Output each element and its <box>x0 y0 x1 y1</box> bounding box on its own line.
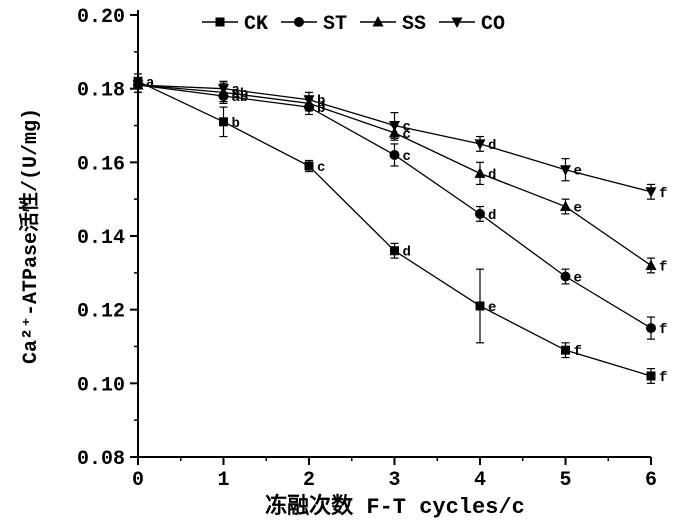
sig-label-CK-x2: c <box>317 160 325 176</box>
sig-label-CO-x1: a <box>232 83 241 99</box>
marker-CO-x2 <box>303 95 315 106</box>
y-tick-label: 0.12 <box>77 301 125 324</box>
marker-ST-x4 <box>475 208 485 219</box>
marker-CK-x3 <box>390 246 399 256</box>
marker-CK-x5 <box>561 345 570 355</box>
marker-CO-x0 <box>132 80 144 91</box>
marker-ST-x6 <box>646 323 656 334</box>
sig-label-CO-x3: c <box>403 120 411 136</box>
y-tick-label: 0.16 <box>77 153 125 176</box>
legend-marker-SS <box>372 16 384 27</box>
x-axis-title: 冻融次数 F-T cycles/c <box>265 495 525 520</box>
y-tick-label: 0.10 <box>77 374 125 397</box>
x-tick-label: 4 <box>474 469 486 492</box>
legend-marker-CO <box>451 17 463 28</box>
sig-label-CK-x4: e <box>488 300 496 316</box>
marker-SS-x5 <box>560 200 571 212</box>
marker-CK-x4 <box>475 301 485 311</box>
sig-label-CO-x5: e <box>574 164 582 180</box>
marker-CO-x3 <box>389 121 400 132</box>
legend-label-SS: SS <box>402 13 426 36</box>
sig-label-CO-x6: f <box>659 186 667 202</box>
sig-label-CO-x2: b <box>317 94 325 110</box>
y-tick-label: 0.14 <box>77 227 125 250</box>
x-tick-label: 1 <box>217 469 229 492</box>
sig-label-CK-x0: a <box>146 75 155 91</box>
marker-CK-x6 <box>646 371 656 381</box>
marker-CK-x1 <box>219 117 228 127</box>
sig-label-CK-x5: f <box>574 344 582 360</box>
x-tick-label: 3 <box>388 469 400 492</box>
marker-CO-x4 <box>474 139 486 150</box>
sig-label-ST-x4: d <box>488 208 496 224</box>
sig-label-CK-x1: b <box>232 116 240 132</box>
legend-label-CO: CO <box>481 13 505 36</box>
sig-label-SS-x4: d <box>488 167 496 183</box>
marker-ST-x5 <box>560 271 571 282</box>
legend-label-CK: CK <box>244 13 268 36</box>
y-tick-label: 0.08 <box>77 448 125 471</box>
marker-SS-x6 <box>645 259 657 270</box>
y-tick-label: 0.18 <box>77 80 125 103</box>
y-tick-label: 0.20 <box>77 6 125 29</box>
marker-CO-x5 <box>560 165 571 176</box>
marker-CK-x2 <box>304 161 314 171</box>
legend-marker-ST <box>294 17 304 27</box>
marker-CO-x1 <box>218 84 229 95</box>
marker-ST-x3 <box>389 149 400 160</box>
x-tick-label: 0 <box>132 469 144 492</box>
sig-label-SS-x3: c <box>403 127 411 143</box>
sig-label-CK-x3: d <box>403 245 411 261</box>
legend-label-ST: ST <box>323 13 347 36</box>
sig-label-SS-x5: e <box>574 201 582 217</box>
sig-label-SS-x2: b <box>317 97 325 113</box>
x-tick-label: 2 <box>303 469 315 492</box>
sig-label-ST-x3: c <box>403 149 411 165</box>
marker-SS-x4 <box>474 167 486 178</box>
x-tick-label: 6 <box>645 469 657 492</box>
sig-label-ST-x5: e <box>574 271 582 287</box>
legend-marker-CK <box>215 17 225 27</box>
sig-label-ST-x6: f <box>659 322 667 338</box>
sig-label-ST-x2: b <box>317 101 325 117</box>
y-axis-title: Ca²⁺-ATPase活性/(U/mg) <box>20 107 43 365</box>
marker-CO-x6 <box>645 187 657 198</box>
sig-label-SS-x6: f <box>659 259 667 275</box>
sig-label-CO-x4: d <box>488 138 496 154</box>
x-tick-label: 5 <box>559 469 571 492</box>
sig-label-CK-x6: f <box>659 370 667 386</box>
